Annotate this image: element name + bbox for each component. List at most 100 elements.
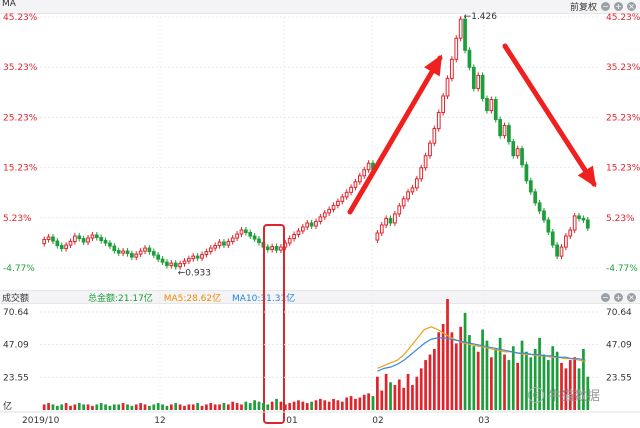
volume-bar	[393, 385, 397, 410]
candle-body	[336, 200, 340, 206]
candle-body	[564, 235, 568, 248]
volume-bar	[73, 404, 77, 410]
candle-body	[546, 219, 551, 233]
volume-ma10-line	[377, 337, 586, 372]
volume-zoom-out-icon[interactable]: −	[601, 293, 610, 302]
candle-body	[388, 217, 393, 224]
candle-body	[226, 241, 231, 246]
candle-body	[173, 262, 178, 268]
volume-bar	[481, 329, 484, 410]
candle-body	[454, 37, 459, 60]
volume-bar	[283, 404, 287, 410]
volume-close-icon[interactable]: ×	[627, 293, 636, 302]
volume-bar	[209, 403, 213, 410]
volume-bar	[476, 351, 480, 410]
candle-body	[125, 250, 130, 255]
candle-body	[471, 66, 476, 89]
high-annotation: ←1.426	[464, 12, 498, 22]
candle-body	[445, 77, 450, 97]
volume-bar	[459, 326, 463, 410]
candle-body	[243, 229, 248, 234]
candle-body	[147, 247, 152, 253]
volume-ma5-line	[377, 326, 586, 369]
candle-body	[349, 186, 353, 193]
volume-bar	[218, 404, 221, 410]
ma-indicator-label[interactable]: MA	[2, 0, 16, 9]
candle-body	[270, 246, 275, 251]
volume-bar	[152, 404, 156, 410]
highlight-box	[263, 224, 285, 424]
y-axis-label-right: -4.77%	[606, 264, 638, 274]
candle-body	[533, 191, 538, 204]
volume-controls: − + ×	[601, 291, 636, 304]
y-axis-label-left: 15.23%	[3, 164, 38, 174]
x-axis-label: 02	[372, 416, 383, 426]
candle-body	[257, 238, 261, 244]
volume-bar	[424, 360, 427, 410]
uptrend-arrow-shaft	[347, 55, 443, 215]
volume-bar	[314, 400, 318, 410]
volume-bar	[358, 397, 362, 410]
volume-axis-label-left: 70.64	[3, 308, 29, 318]
candle-body	[502, 125, 507, 137]
candle-body	[130, 253, 134, 258]
volume-bar	[112, 404, 116, 410]
volume-bar	[253, 400, 256, 410]
volume-bar	[126, 404, 129, 410]
volume-bar	[529, 357, 533, 410]
volume-bar	[433, 348, 436, 410]
candle-body	[112, 245, 117, 252]
volume-bar	[86, 404, 90, 410]
candle-body	[340, 196, 345, 202]
candle-body	[515, 148, 520, 157]
volume-bar	[143, 404, 147, 410]
volume-bar	[507, 360, 511, 410]
candle-body	[59, 245, 64, 250]
candle-body	[327, 208, 332, 214]
volume-bar	[498, 337, 502, 410]
volume-bar	[586, 376, 590, 410]
volume-bar	[525, 351, 528, 410]
candle-body	[568, 229, 573, 237]
candle-body	[195, 255, 200, 259]
volume-title: 成交额	[2, 294, 30, 304]
zoom-out-icon[interactable]: −	[601, 2, 610, 11]
volume-bar	[165, 405, 169, 410]
top-toolbar: MA 前复权 − + ×	[0, 0, 640, 14]
volume-bar	[538, 337, 541, 410]
volume-bar	[148, 405, 151, 410]
volume-bar	[376, 376, 379, 410]
candle-body	[151, 251, 156, 256]
candle-body	[64, 244, 68, 250]
volume-bar	[270, 401, 274, 410]
candle-body	[73, 235, 77, 243]
candle-body	[572, 215, 577, 231]
y-axis-label-left: 25.23%	[3, 113, 38, 123]
adjust-mode-label[interactable]: 前复权	[569, 3, 597, 13]
candle-body	[357, 175, 362, 183]
volume-bar	[345, 397, 349, 410]
volume-bar	[47, 403, 50, 410]
candle-body	[296, 230, 301, 236]
volume-axis-label-left: 23.55	[3, 373, 29, 383]
candle-body	[77, 235, 82, 240]
volume-bar	[51, 404, 55, 410]
candle-body	[528, 180, 533, 193]
volume-bar	[450, 332, 454, 410]
candle-body	[353, 181, 358, 188]
volume-bar	[77, 403, 81, 410]
candle-body	[441, 95, 445, 114]
volume-bar	[134, 404, 138, 410]
candle-body	[450, 58, 454, 79]
candle-body	[480, 74, 485, 99]
candle-body	[423, 155, 428, 169]
volume-zoom-in-icon[interactable]: +	[614, 293, 623, 302]
candle-body	[191, 255, 196, 260]
close-icon[interactable]: ×	[627, 2, 636, 11]
candle-body	[169, 262, 174, 267]
volume-bar	[560, 362, 563, 410]
y-axis-label-right: 45.23%	[606, 13, 640, 23]
zoom-in-icon[interactable]: +	[614, 2, 623, 11]
candle-body	[555, 244, 559, 257]
